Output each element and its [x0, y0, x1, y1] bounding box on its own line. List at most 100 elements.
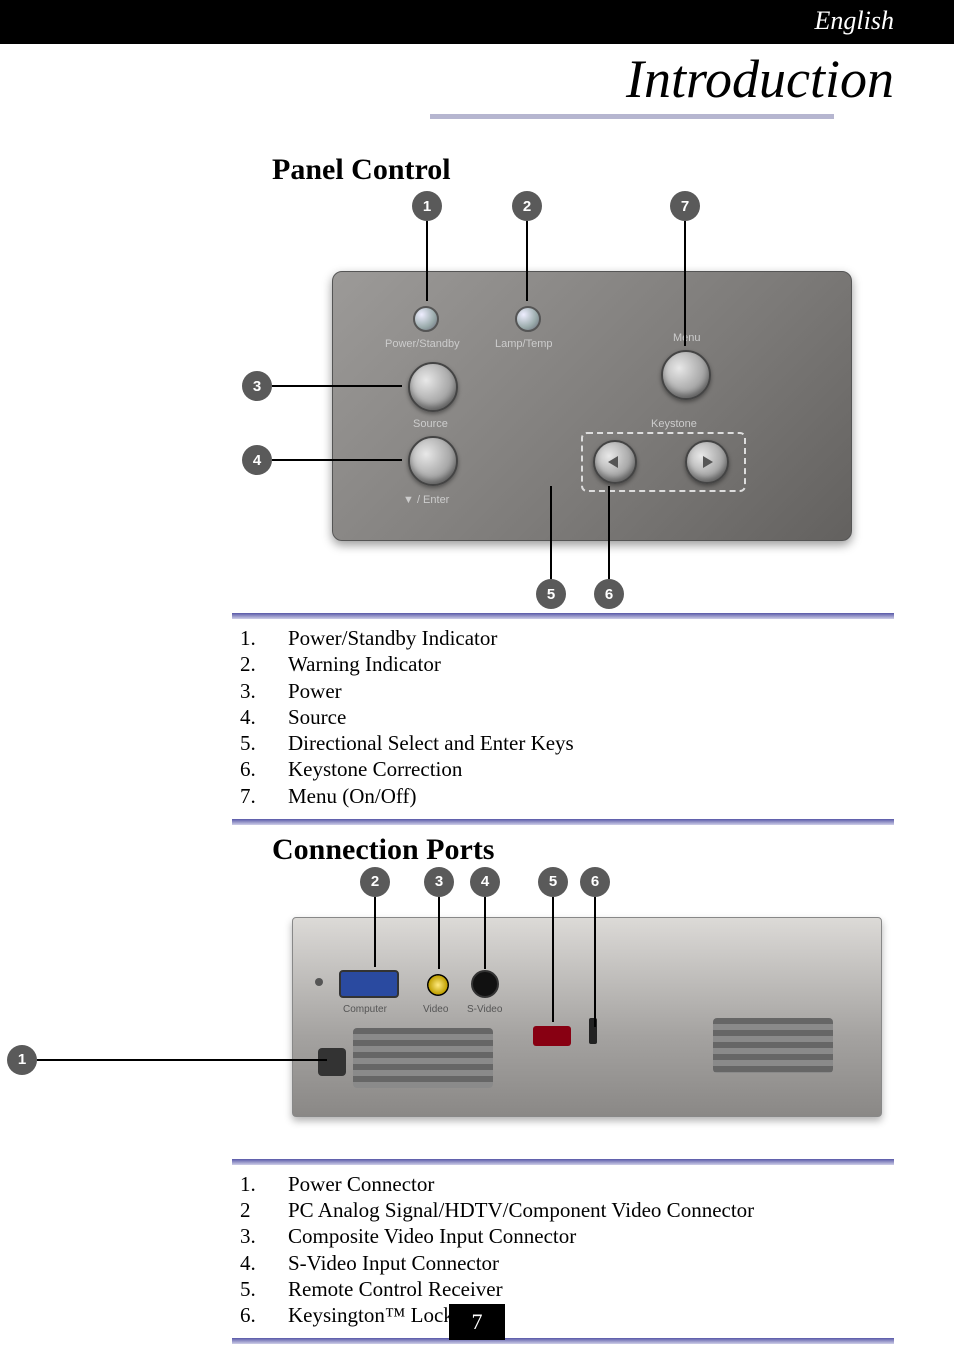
legend-num: 2. [240, 651, 288, 677]
legend-num: 1. [240, 625, 288, 651]
callout-6-num: 6 [605, 586, 613, 603]
callout-5: 5 [536, 579, 566, 609]
source-text: Source [413, 418, 448, 430]
ports-heading: Connection Ports [232, 833, 894, 867]
power-button [408, 362, 458, 412]
page-number: 7 [472, 1309, 483, 1335]
legend-text: PC Analog Signal/HDTV/Component Video Co… [288, 1197, 754, 1223]
callout-2: 2 [512, 191, 542, 221]
legend-num: 5. [240, 1276, 288, 1302]
page-number-badge: 7 [449, 1304, 505, 1340]
pcallout-5-line [552, 897, 554, 1022]
page-title: Introduction [0, 48, 894, 110]
pcallout-6-line [594, 897, 596, 1027]
panel-device: Power/Standby Lamp/Temp Menu Source Keys… [332, 271, 852, 541]
callout-1: 1 [412, 191, 442, 221]
callout-4-num: 4 [253, 452, 261, 469]
panel-legend-item: 3.Power [240, 678, 894, 704]
legend-num: 3. [240, 1223, 288, 1249]
title-block: Introduction [0, 44, 954, 119]
pcallout-3: 3 [424, 867, 454, 897]
legend-text: Directional Select and Enter Keys [288, 730, 574, 756]
separator-2 [232, 819, 894, 825]
ports-device: Computer Video S-Video [292, 917, 882, 1117]
screw-icon [315, 978, 323, 986]
pcallout-2-num: 2 [371, 873, 379, 890]
callout-4-line [272, 459, 402, 461]
ports-legend-item: 3.Composite Video Input Connector [240, 1223, 894, 1249]
pcallout-2-line [374, 897, 376, 967]
ports-legend-item: 5.Remote Control Receiver [240, 1276, 894, 1302]
ports-legend-item: 1.Power Connector [240, 1171, 894, 1197]
callout-1-num: 1 [423, 198, 431, 215]
panel-legend-item: 6.Keystone Correction [240, 756, 894, 782]
panel-legend-item: 2.Warning Indicator [240, 651, 894, 677]
callout-3: 3 [242, 371, 272, 401]
legend-num: 7. [240, 783, 288, 809]
callout-2-line [526, 221, 528, 301]
callout-3-line [272, 385, 402, 387]
callout-7: 7 [670, 191, 700, 221]
callout-5-num: 5 [547, 586, 555, 603]
legend-num: 4. [240, 704, 288, 730]
pcallout-3-line [438, 897, 440, 969]
vent-2 [713, 1018, 833, 1073]
power-standby-led [413, 306, 439, 332]
pcallout-6-num: 6 [591, 873, 599, 890]
panel-legend: 1.Power/Standby Indicator 2.Warning Indi… [232, 625, 894, 809]
computer-label: Computer [343, 1004, 387, 1015]
legend-text: S-Video Input Connector [288, 1250, 499, 1276]
pcallout-1-num: 1 [18, 1051, 26, 1068]
legend-num: 3. [240, 678, 288, 704]
callout-6-line [608, 486, 610, 579]
source-button [408, 436, 458, 486]
legend-text: Menu (On/Off) [288, 783, 417, 809]
right-arrow-icon [703, 456, 713, 468]
legend-text: Source [288, 704, 346, 730]
callout-2-num: 2 [523, 198, 531, 215]
pcallout-1: 1 [7, 1045, 37, 1075]
panel-legend-item: 1.Power/Standby Indicator [240, 625, 894, 651]
callout-5-line [550, 486, 552, 579]
ports-legend-item: 6.Keysington™ Lock Hole [240, 1302, 894, 1328]
vent-1 [353, 1028, 493, 1088]
pcallout-2: 2 [360, 867, 390, 897]
panel-legend-item: 4.Source [240, 704, 894, 730]
legend-text: Remote Control Receiver [288, 1276, 503, 1302]
legend-num: 5. [240, 730, 288, 756]
svideo-label: S-Video [467, 1004, 502, 1015]
pcallout-1-line [37, 1059, 327, 1061]
lamp-temp-led [515, 306, 541, 332]
ports-legend-item: 4.S-Video Input Connector [240, 1250, 894, 1276]
menu-button [661, 350, 711, 400]
panel-heading: Panel Control [232, 153, 894, 187]
callout-1-line [426, 221, 428, 301]
video-label: Video [423, 1004, 448, 1015]
callout-4: 4 [242, 445, 272, 475]
legend-text: Power Connector [288, 1171, 434, 1197]
legend-text: Warning Indicator [288, 651, 441, 677]
callout-7-line [684, 221, 686, 346]
legend-text: Power [288, 678, 342, 704]
legend-text: Composite Video Input Connector [288, 1223, 576, 1249]
vga-port [339, 970, 399, 998]
title-underline [430, 114, 834, 119]
power-standby-text: Power/Standby [385, 338, 460, 350]
panel-diagram: Power/Standby Lamp/Temp Menu Source Keys… [232, 191, 894, 611]
pcallout-3-num: 3 [435, 873, 443, 890]
legend-num: 6. [240, 1302, 288, 1328]
ir-window [533, 1026, 571, 1046]
power-connector [318, 1048, 346, 1076]
pcallout-5-num: 5 [549, 873, 557, 890]
svideo-port [471, 970, 499, 998]
keystone-text: Keystone [651, 418, 697, 430]
language-label: English [815, 6, 894, 36]
separator-3 [232, 1159, 894, 1165]
legend-text: Power/Standby Indicator [288, 625, 497, 651]
pcallout-5: 5 [538, 867, 568, 897]
pcallout-4-line [484, 897, 486, 969]
legend-text: Keystone Correction [288, 756, 462, 782]
legend-num: 6. [240, 756, 288, 782]
callout-7-num: 7 [681, 198, 689, 215]
panel-legend-item: 5.Directional Select and Enter Keys [240, 730, 894, 756]
